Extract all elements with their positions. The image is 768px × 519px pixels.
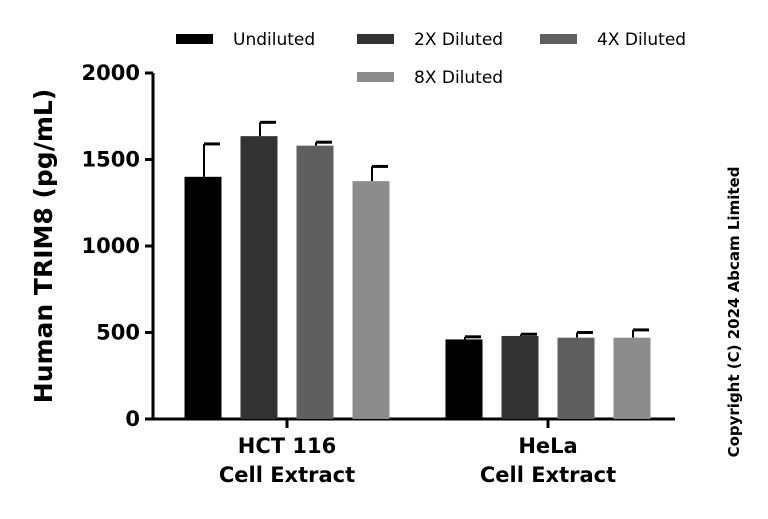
legend-label: 2X Diluted <box>414 30 503 50</box>
y-axis: 0 500 1000 1500 2000 <box>82 61 155 431</box>
legend-label: Undiluted <box>233 30 315 50</box>
bar <box>352 181 390 419</box>
bar <box>184 176 222 419</box>
bar <box>613 337 651 419</box>
x-category-label: Cell Extract <box>219 463 355 487</box>
y-tick-label: 0 <box>125 407 140 431</box>
legend-swatch <box>176 34 213 44</box>
legend-label: 4X Diluted <box>597 30 686 50</box>
bar <box>240 136 278 419</box>
copyright-text: Copyright (C) 2024 Abcam Limited <box>725 167 743 458</box>
bar <box>557 337 595 419</box>
y-tick-label: 500 <box>96 321 140 345</box>
y-tick-label: 1000 <box>82 234 140 258</box>
legend-swatch <box>540 34 577 44</box>
bar <box>445 339 483 419</box>
y-axis-label: Human TRIM8 (pg/mL) <box>29 89 58 403</box>
bars <box>184 120 651 419</box>
x-axis: HCT 116 Cell Extract HeLa Cell Extract <box>152 417 675 487</box>
legend-swatch <box>357 72 394 82</box>
legend-swatch <box>357 34 394 44</box>
x-category-label: Cell Extract <box>480 463 616 487</box>
bar <box>296 145 334 419</box>
x-category-label: HCT 116 <box>238 434 336 458</box>
legend-label: 8X Diluted <box>414 68 503 88</box>
x-category-label: HeLa <box>518 434 577 458</box>
legend: Undiluted 2X Diluted 4X Diluted 8X Diluted <box>176 30 686 88</box>
y-tick-label: 2000 <box>82 61 140 85</box>
y-tick-label: 1500 <box>82 148 140 172</box>
bar <box>501 335 539 419</box>
